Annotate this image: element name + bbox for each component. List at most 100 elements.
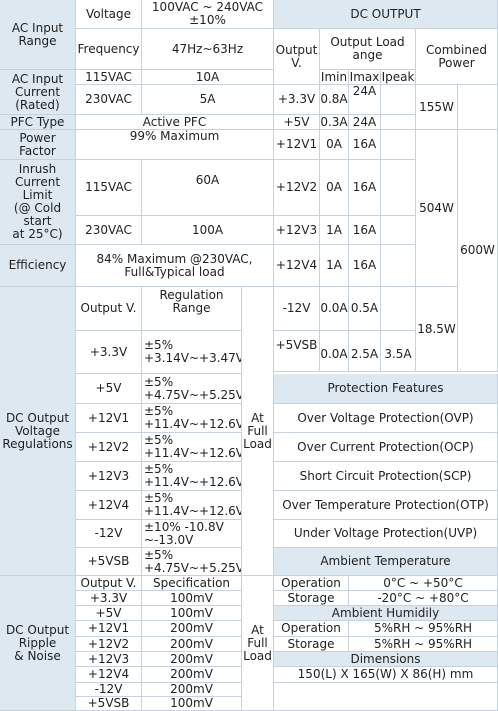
dc-output-title: DC OUTPUT — [274, 0, 498, 29]
ripple-row-spec: 100mV — [142, 606, 242, 621]
combined-power-155: 155W — [416, 85, 458, 130]
dc-row-v: +12V3 — [274, 216, 320, 245]
regulation-row-range: ±5% +3.14V~+3.47V — [142, 331, 242, 374]
dc-output-col-imin: Imin — [320, 70, 349, 85]
combined-power-spacer — [458, 85, 498, 130]
efficiency-label: Efficiency — [0, 245, 76, 287]
dc-row-v: +12V1 — [274, 130, 320, 160]
regulation-row-v: +12V4 — [76, 491, 142, 520]
frequency-label: Frequency — [76, 29, 142, 70]
ripple-col-output-v: Output V. — [76, 576, 142, 591]
ripple-row-spec: 200mV — [142, 637, 242, 652]
regulation-row-range: ±5% +11.4V~+12.6V — [142, 462, 242, 491]
dc-row-imax: 16A — [349, 245, 381, 287]
ac-current-voltage-115: 115VAC — [76, 70, 142, 85]
ac-current-voltage-230: 230VAC — [76, 85, 142, 115]
temperature-operation-value: 0°C ~ +50°C — [349, 576, 498, 591]
voltage-label: Voltage — [76, 0, 142, 29]
dimensions-blank — [274, 683, 498, 711]
ripple-row-v: -12V — [76, 683, 142, 697]
ripple-load-condition: At Full Load — [242, 576, 274, 711]
regulation-row-range: ±5% +4.75V~+5.25V — [142, 548, 242, 576]
ripple-row-v: +12V2 — [76, 637, 142, 652]
regulation-label: DC Output Voltage Regulations — [0, 287, 76, 576]
dc-output-col-output-v: Output V. — [274, 29, 320, 85]
ripple-row-v: +5V — [76, 606, 142, 621]
regulation-row-v: +5VSB — [76, 548, 142, 576]
ripple-row-v: +12V4 — [76, 667, 142, 683]
ripple-row-v: +5VSB — [76, 697, 142, 711]
regulation-load-condition: At Full Load — [242, 287, 274, 576]
dc-row-ipeak — [381, 130, 416, 160]
pfc-type-label: PFC Type — [0, 115, 76, 130]
voltage-value: 100VAC ~ 240VAC ±10% — [142, 0, 274, 29]
dimensions-value: 150(L) X 165(W) X 86(H) mm — [274, 667, 498, 683]
dc-row-ipeak — [381, 287, 416, 331]
dc-row-imin: 0A — [320, 130, 349, 160]
protection-item: Over Temperature Protection(OTP) — [274, 491, 498, 520]
combined-power-18-5: 18.5W — [416, 287, 458, 372]
ac-input-range-label: AC Input Range — [0, 0, 76, 70]
ripple-row-spec: 200mV — [142, 621, 242, 637]
inrush-current-230: 100A — [142, 216, 274, 245]
protection-item: Over Current Protection(OCP) — [274, 433, 498, 462]
dc-row-v: +5V — [274, 115, 320, 130]
dc-row-ipeak — [381, 216, 416, 245]
frequency-value: 47Hz~63Hz — [142, 29, 274, 70]
dc-row-ipeak — [381, 245, 416, 287]
ripple-row-v: +12V3 — [76, 652, 142, 667]
temperature-storage-value: -20°C ~ +80°C — [349, 591, 498, 606]
dc-output-col-ipeak: Ipeak — [381, 70, 416, 85]
dc-row-imax: 16A — [349, 130, 381, 160]
dimensions-title: Dimensions — [274, 652, 498, 667]
regulation-row-range: ±10% -10.8V ~-13.0V — [142, 520, 242, 548]
humidity-operation-label: Operation — [274, 621, 349, 637]
regulation-row-v: -12V — [76, 520, 142, 548]
dc-row-imin: 0.0A — [320, 331, 349, 372]
power-factor-value: 99% Maximum — [76, 130, 274, 160]
combined-power-600: 600W — [458, 130, 498, 372]
dc-row-v: +12V4 — [274, 245, 320, 287]
regulation-row-v: +3.3V — [76, 331, 142, 374]
ripple-row-spec: 200mV — [142, 652, 242, 667]
ripple-row-spec: 100mV — [142, 697, 242, 711]
regulation-row-range: ±5% +11.4V~+12.6V — [142, 433, 242, 462]
dc-row-imin: 1A — [320, 245, 349, 287]
regulation-row-v: +12V1 — [76, 404, 142, 433]
temperature-operation-label: Operation — [274, 576, 349, 591]
dc-row-imax: 24A — [349, 85, 381, 115]
dc-output-col-imax: Imax — [349, 70, 381, 85]
dc-row-imax: 24A — [349, 115, 381, 130]
regulation-row-range: ±5% +4.75V~+5.25V — [142, 374, 242, 404]
protection-item: Over Voltage Protection(OVP) — [274, 404, 498, 433]
temperature-storage-label: Storage — [274, 591, 349, 606]
humidity-storage-value: 5%RH ~ 95%RH — [349, 637, 498, 652]
dc-row-imin: 0A — [320, 160, 349, 216]
dc-row-imax: 16A — [349, 216, 381, 245]
dc-row-imin: 1A — [320, 216, 349, 245]
protection-title: Protection Features — [274, 374, 498, 404]
dc-row-v: -12V — [274, 287, 320, 331]
dc-output-col-load-range: Output Load ange — [320, 29, 416, 70]
dc-output-col-combined-power: Combined Power — [416, 29, 498, 85]
dc-row-ipeak — [381, 160, 416, 216]
pfc-type-value: Active PFC — [76, 115, 274, 130]
regulation-row-range: ±5% +11.4V~+12.6V — [142, 404, 242, 433]
ac-current-value-115: 10A — [142, 70, 274, 85]
regulation-row-v: +12V2 — [76, 433, 142, 462]
ac-input-current-label: AC Input Current (Rated) — [0, 70, 76, 115]
dc-row-ipeak — [381, 85, 416, 115]
efficiency-value: 84% Maximum @230VAC, Full&Typical load — [76, 245, 274, 287]
dc-row-v: +12V2 — [274, 160, 320, 216]
humidity-storage-label: Storage — [274, 637, 349, 652]
regulation-col-output-v: Output V. — [76, 287, 142, 331]
dc-row-imin: 0.8A — [320, 85, 349, 115]
dc-row-ipeak — [381, 115, 416, 130]
ambient-temperature-title: Ambient Temperature — [274, 548, 498, 576]
dc-row-v: +5VSB — [274, 331, 320, 372]
regulation-col-range: Regulation Range — [142, 287, 242, 331]
combined-power-504: 504W — [416, 130, 458, 287]
protection-item: Short Circuit Protection(SCP) — [274, 462, 498, 491]
ripple-row-spec: 200mV — [142, 667, 242, 683]
